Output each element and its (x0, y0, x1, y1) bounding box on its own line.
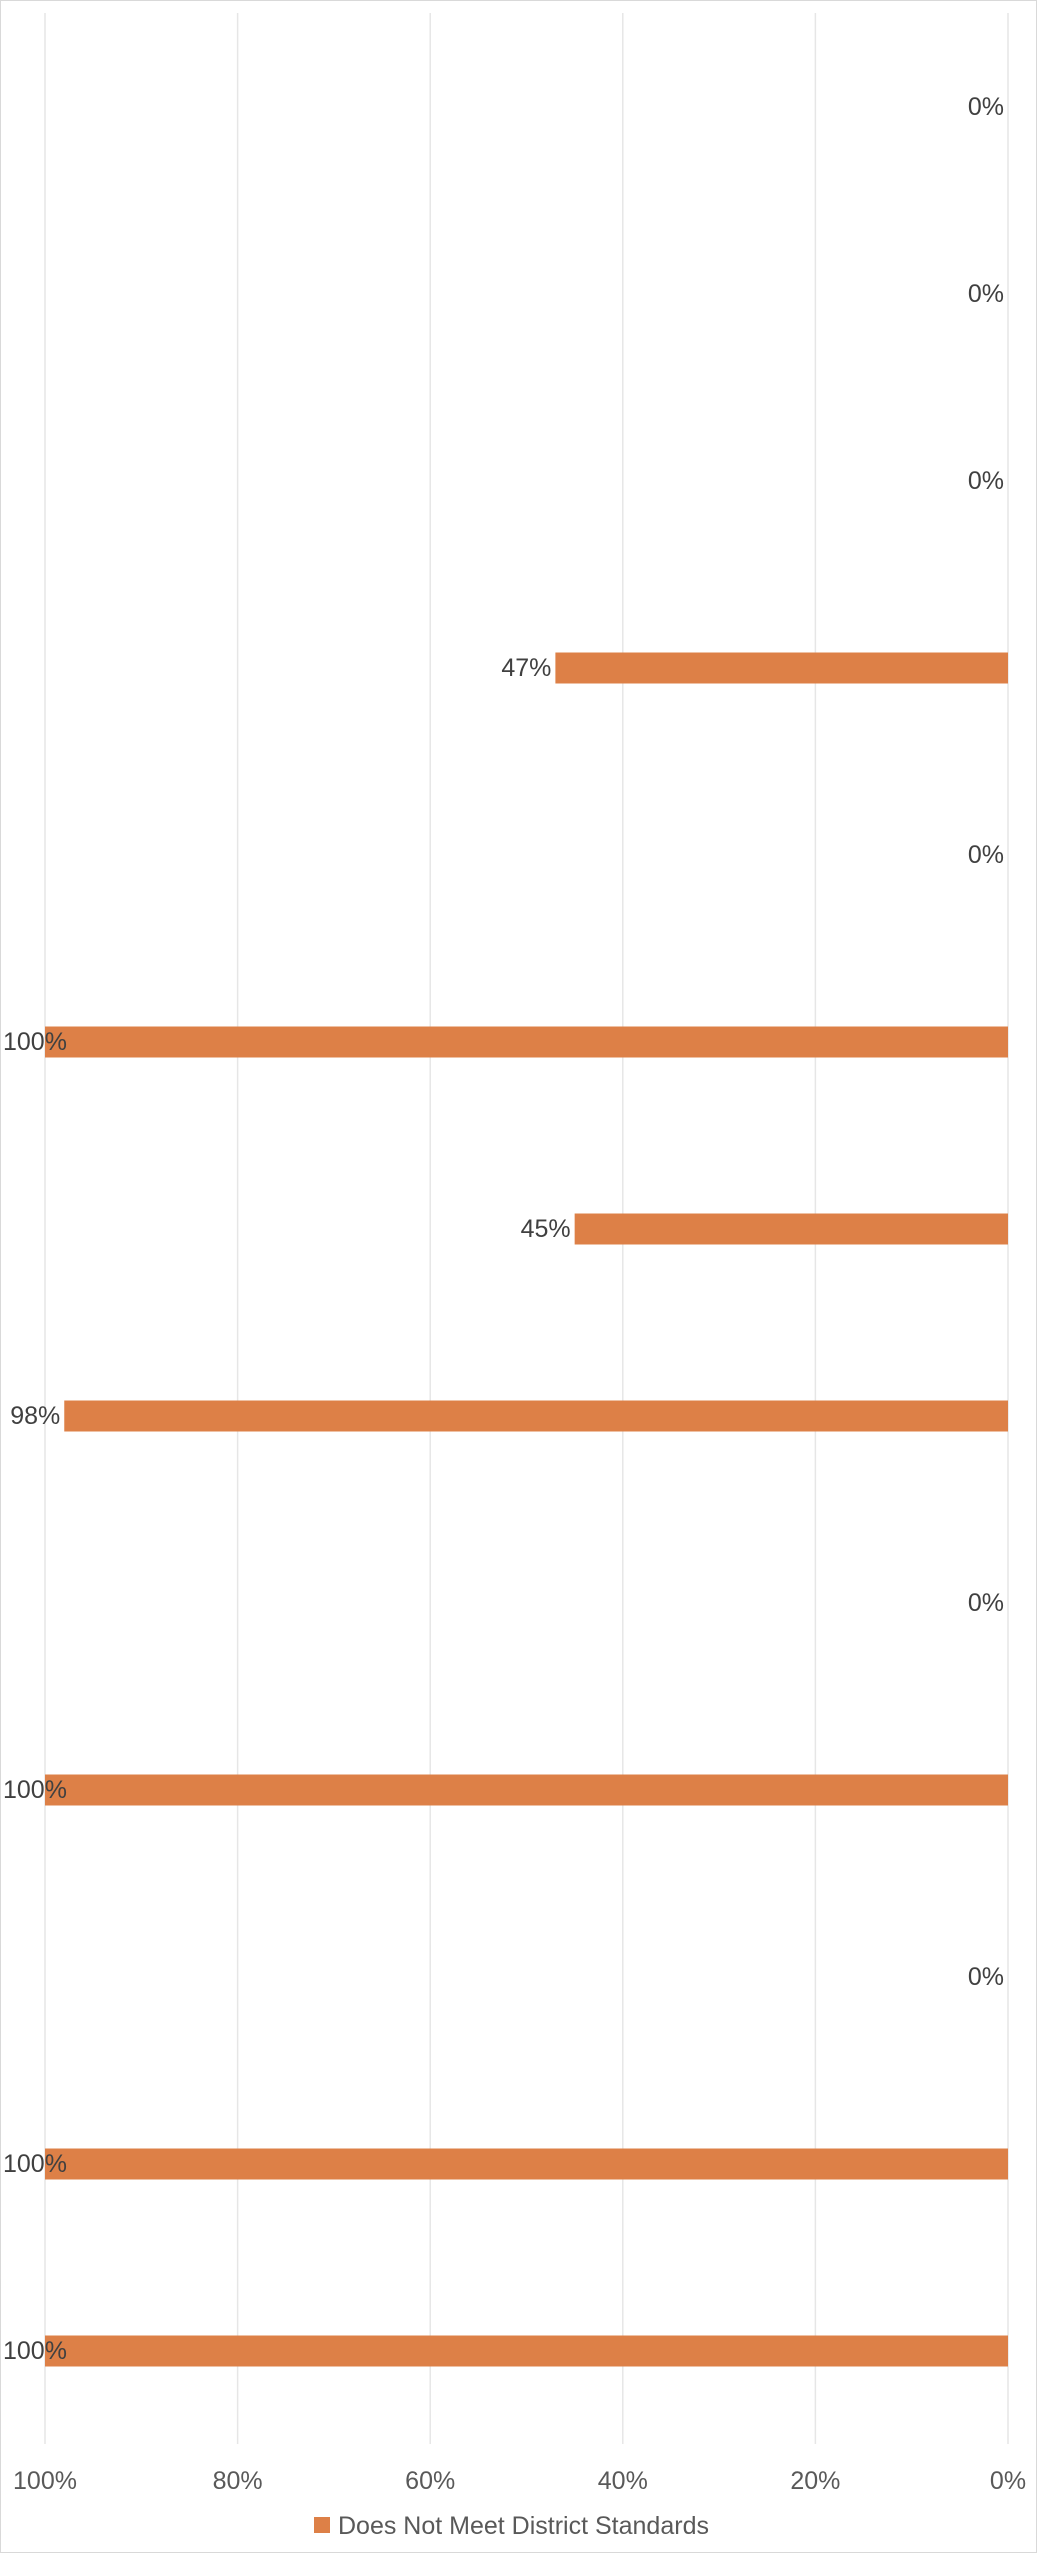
x-tick-label: 60% (405, 2467, 455, 2495)
data-label: 98% (10, 1402, 60, 1430)
x-tick-label: 40% (598, 2467, 648, 2495)
bar (45, 2148, 1008, 2180)
x-tick-label: 0% (990, 2467, 1026, 2495)
data-labels: 0% 0% 0% 47% 0% 100% 45% 98% 0% 100% 0% 100% 100% (3, 93, 1004, 2365)
data-label: 0% (968, 841, 1004, 869)
x-tick-label: 20% (790, 2467, 840, 2495)
data-label: 45% (521, 1215, 571, 1243)
bars (45, 652, 1008, 2367)
bar (574, 1213, 1008, 1245)
legend-swatch (314, 2517, 330, 2533)
bar (45, 1774, 1008, 1806)
legend: Does Not Meet District Standards (314, 2512, 709, 2540)
data-label: 100% (3, 1028, 67, 1056)
data-label: 100% (3, 2337, 67, 2365)
data-label: 0% (968, 467, 1004, 495)
bar (555, 652, 1008, 684)
data-label: 100% (3, 2150, 67, 2178)
data-label: 0% (968, 1963, 1004, 1991)
bar (45, 2335, 1008, 2367)
data-label: 0% (968, 93, 1004, 121)
bar (64, 1400, 1008, 1432)
data-label: 100% (3, 1776, 67, 1804)
x-tick-label: 80% (213, 2467, 263, 2495)
x-axis-ticks: 100% 80% 60% 40% 20% 0% (13, 2467, 1026, 2495)
bar (45, 1026, 1008, 1058)
x-tick-label: 100% (13, 2467, 77, 2495)
data-label: 0% (968, 1589, 1004, 1617)
data-label: 47% (501, 654, 551, 682)
data-label: 0% (968, 280, 1004, 308)
legend-label: Does Not Meet District Standards (338, 2512, 709, 2540)
